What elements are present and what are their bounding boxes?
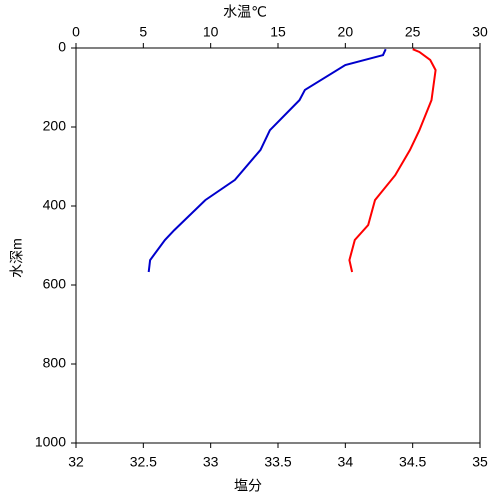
x-axis-label: 塩分 [234, 478, 262, 494]
x-tick-label: 34 [338, 454, 354, 470]
x2-axis-label: 水温℃ [223, 4, 267, 20]
y-axis-label: 水深m [9, 238, 25, 278]
x-tick-label: 34.5 [399, 454, 426, 470]
x2-tick-label: 25 [405, 24, 421, 40]
y-tick-label: 600 [43, 276, 67, 292]
x-tick-label: 35 [472, 454, 488, 470]
y-tick-label: 200 [43, 118, 67, 134]
x2-tick-label: 0 [72, 24, 80, 40]
x-tick-label: 32 [68, 454, 84, 470]
x2-tick-label: 30 [472, 24, 488, 40]
profile-line [348, 48, 437, 273]
plot-frame [75, 47, 481, 444]
x2-tick-label: 15 [270, 24, 286, 40]
y-tick-label: 0 [58, 39, 66, 55]
x2-tick-label: 5 [139, 24, 147, 40]
y-tick-label: 1000 [35, 434, 66, 450]
x-tick-label: 33.5 [264, 454, 291, 470]
x2-tick-label: 10 [203, 24, 219, 40]
x-tick-label: 33 [203, 454, 219, 470]
x2-tick-label: 20 [338, 24, 354, 40]
y-tick-label: 400 [43, 197, 67, 213]
x-tick-label: 32.5 [130, 454, 157, 470]
y-tick-label: 800 [43, 355, 67, 371]
profile-line [147, 48, 387, 273]
